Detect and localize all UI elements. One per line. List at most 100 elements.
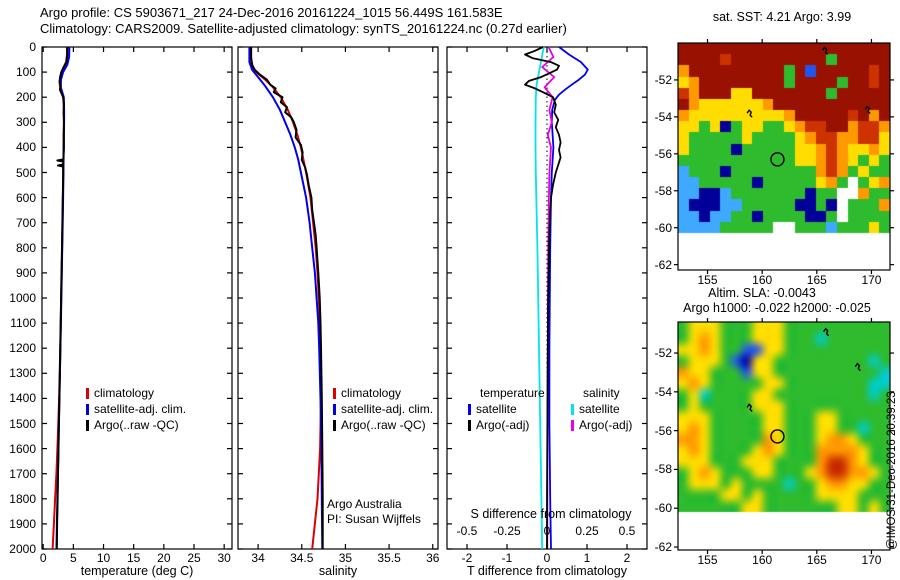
difference_profile-xtick-label: 2 bbox=[623, 551, 631, 565]
depth-tick-label: 1000 bbox=[9, 291, 36, 305]
salinity_profile-series-satellite-adj--clim- bbox=[248, 47, 324, 550]
salinity_profile-xtick-label: 34 bbox=[251, 551, 265, 565]
temp-legend-entry-label: Argo(..raw -QC) bbox=[94, 418, 179, 432]
temp-legend-entry-swatch bbox=[86, 388, 89, 399]
depth-tick-label: 1800 bbox=[9, 491, 36, 506]
diff-legend-entry-label: Argo(-adj) bbox=[579, 418, 633, 432]
salinity_profile-xtick-label: 35 bbox=[338, 551, 353, 565]
diff-legend-entry-swatch bbox=[468, 420, 471, 431]
depth-tick-label: 400 bbox=[15, 140, 36, 155]
sla-map-contour-mark bbox=[823, 327, 830, 337]
sst-map-lat-label: -58 bbox=[654, 183, 672, 198]
sst-map-lon-label: 170 bbox=[861, 273, 882, 287]
depth-tick-label: 600 bbox=[15, 190, 36, 205]
difference_profile-series-t-argo--adj- bbox=[524, 46, 562, 549]
sla-map-lat-label: -60 bbox=[654, 501, 672, 516]
sst-map-lat-label: -56 bbox=[654, 146, 672, 161]
sla-map-lon-label: 160 bbox=[752, 553, 773, 567]
sla-map-box bbox=[677, 321, 891, 551]
imos-timestamp: @IMOS 31-Dec-2016 20:39:23 bbox=[886, 391, 898, 550]
sdiff-tick-label: 0 bbox=[543, 524, 551, 538]
sst-map-contour-mark bbox=[746, 109, 753, 118]
sal-legend-entry-label: climatology bbox=[341, 386, 402, 400]
sla-map-lat-label: -56 bbox=[654, 423, 672, 438]
diff-legend-entry-swatch bbox=[571, 404, 574, 415]
temp-legend-entry-swatch bbox=[86, 420, 89, 431]
salinity_profile-xtick-label: 36 bbox=[426, 551, 440, 565]
sdiff-tick-label: 0.5 bbox=[618, 524, 636, 538]
diff-legend-entry-label: satellite bbox=[579, 402, 620, 416]
temperature_profile-xtick-label: 10 bbox=[96, 551, 111, 565]
sla-map-contour-mark bbox=[746, 403, 753, 412]
sla-map-float-marker bbox=[770, 429, 785, 444]
depth-tick-label: 700 bbox=[15, 215, 36, 230]
salinity_profile-xtick-label: 35.5 bbox=[377, 551, 401, 565]
sla-map-lon-label: 170 bbox=[861, 553, 882, 567]
salinity_profile-series-argo---raw--qc- bbox=[250, 47, 324, 549]
sst-map-lat-label: -54 bbox=[654, 109, 672, 124]
depth-tick-label: 300 bbox=[15, 115, 36, 130]
figure-title-line2: Climatology: CARS2009. Satellite-adjuste… bbox=[40, 21, 567, 36]
sla-map-lat-label: -54 bbox=[654, 384, 672, 399]
sdiff-tick-label: -0.25 bbox=[493, 524, 521, 538]
temperature_profile-series-argo---raw--qc- bbox=[55, 47, 69, 550]
depth-tick-label: 800 bbox=[15, 240, 36, 255]
diff-legend-entry-label: satellite bbox=[476, 402, 517, 416]
sal-legend-entry-swatch bbox=[333, 404, 336, 415]
depth-tick-label: 900 bbox=[15, 265, 36, 280]
depth-tick-label: 200 bbox=[15, 90, 36, 105]
sdiff-tick-label: -0.5 bbox=[456, 524, 478, 538]
sal-legend-entry-swatch bbox=[333, 388, 336, 399]
difference_profile-series-s-satellite bbox=[534, 46, 545, 550]
temperature_profile-box bbox=[41, 46, 233, 550]
depth-tick-label: 1900 bbox=[9, 516, 36, 531]
sst-map-contour-mark bbox=[821, 46, 829, 55]
depth-tick-label: 1200 bbox=[9, 341, 36, 356]
difference_profile-xtick-label: 0 bbox=[543, 551, 551, 565]
temp-legend-entry-swatch bbox=[86, 404, 89, 415]
diff-legend-entry-swatch bbox=[468, 404, 471, 415]
sla-map-lat-label: -52 bbox=[654, 346, 672, 361]
sst-map-lon-label: 155 bbox=[697, 273, 718, 287]
depth-tick-label: 0 bbox=[29, 40, 36, 54]
sst-map-title: sat. SST: 4.21 Argo: 3.99 bbox=[712, 10, 852, 24]
sla-map-title-line2: Argo h1000: -0.022 h2000: -0.025 bbox=[683, 301, 871, 315]
difference_profile-series-t-satellite bbox=[548, 46, 589, 550]
temp-legend-entry-label: satellite-adj. clim. bbox=[94, 402, 187, 416]
depth-tick-label: 1400 bbox=[9, 391, 36, 406]
sal-legend-entry-label: satellite-adj. clim. bbox=[341, 402, 434, 416]
depth-tick-label: 1300 bbox=[9, 366, 36, 381]
depth-tick-label: 1500 bbox=[9, 416, 36, 431]
salinity_profile-box bbox=[237, 46, 439, 550]
sst-map-contour-mark bbox=[864, 105, 871, 114]
sst-map-lat-label: -60 bbox=[654, 220, 672, 235]
sst-map-lon-label: 160 bbox=[752, 273, 773, 287]
sst-map-lat-label: -52 bbox=[654, 72, 672, 87]
sdiff-axis-label: S difference from climatology bbox=[470, 507, 632, 521]
sst-map-lon-label: 165 bbox=[806, 273, 827, 287]
salinity-axis-label: salinity bbox=[318, 564, 358, 578]
difference_profile-xtick-label: 1 bbox=[583, 551, 591, 565]
temperature_profile-xtick-label: 30 bbox=[217, 551, 231, 565]
sdiff-tick-label: 0.25 bbox=[575, 524, 599, 538]
sal-legend-entry-label: Argo(..raw -QC) bbox=[341, 418, 426, 432]
temperature_profile-xtick-label: 0 bbox=[39, 551, 47, 565]
difference_profile-xtick-label: -1 bbox=[501, 551, 513, 565]
sst-map-lat-label: -62 bbox=[654, 257, 672, 272]
sla-map-lat-label: -58 bbox=[654, 462, 672, 477]
salinity_profile-xtick-label: 34.5 bbox=[290, 551, 314, 565]
depth-tick-label: 1600 bbox=[9, 441, 36, 456]
diff-legend-header: temperature bbox=[480, 386, 545, 400]
sla-map-contour-mark bbox=[854, 362, 861, 372]
temperature_profile-xtick-label: 20 bbox=[157, 551, 171, 565]
depth-tick-label: 1100 bbox=[10, 316, 36, 331]
temperature_profile-xtick-label: 15 bbox=[126, 551, 141, 565]
diff-legend-entry-swatch bbox=[571, 420, 574, 431]
sla-map-lon-label: 155 bbox=[697, 553, 718, 567]
note-pi: PI: Susan Wijffels bbox=[327, 512, 421, 526]
difference_profile-xtick-label: -2 bbox=[461, 551, 473, 565]
sst-map-float-marker bbox=[770, 152, 785, 167]
depth-tick-label: 2000 bbox=[9, 542, 36, 556]
diff-legend-entry-label: Argo(-adj) bbox=[476, 418, 530, 432]
